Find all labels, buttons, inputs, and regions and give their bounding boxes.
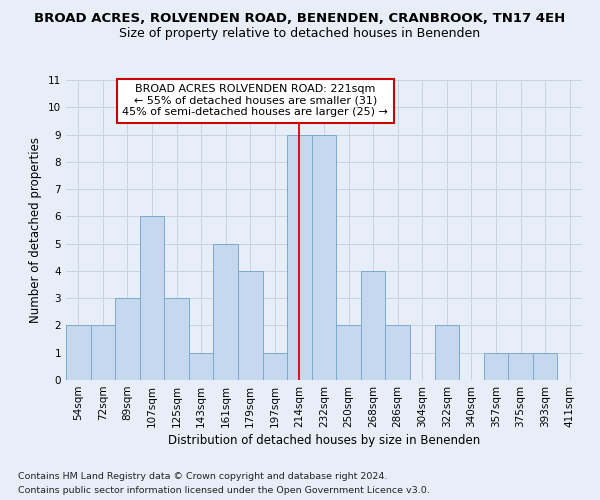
- Text: Contains public sector information licensed under the Open Government Licence v3: Contains public sector information licen…: [18, 486, 430, 495]
- Bar: [164, 298, 189, 380]
- Bar: [336, 326, 361, 380]
- Bar: [533, 352, 557, 380]
- Y-axis label: Number of detached properties: Number of detached properties: [29, 137, 43, 323]
- Text: BROAD ACRES ROLVENDEN ROAD: 221sqm
← 55% of detached houses are smaller (31)
45%: BROAD ACRES ROLVENDEN ROAD: 221sqm ← 55%…: [122, 84, 388, 117]
- Bar: [484, 352, 508, 380]
- Text: Contains HM Land Registry data © Crown copyright and database right 2024.: Contains HM Land Registry data © Crown c…: [18, 472, 388, 481]
- Bar: [508, 352, 533, 380]
- Bar: [214, 244, 238, 380]
- Bar: [91, 326, 115, 380]
- Bar: [140, 216, 164, 380]
- Bar: [361, 271, 385, 380]
- X-axis label: Distribution of detached houses by size in Benenden: Distribution of detached houses by size …: [168, 434, 480, 447]
- Bar: [189, 352, 214, 380]
- Bar: [238, 271, 263, 380]
- Bar: [263, 352, 287, 380]
- Bar: [287, 134, 312, 380]
- Bar: [312, 134, 336, 380]
- Bar: [385, 326, 410, 380]
- Bar: [115, 298, 140, 380]
- Text: Size of property relative to detached houses in Benenden: Size of property relative to detached ho…: [119, 28, 481, 40]
- Bar: [434, 326, 459, 380]
- Bar: [66, 326, 91, 380]
- Text: BROAD ACRES, ROLVENDEN ROAD, BENENDEN, CRANBROOK, TN17 4EH: BROAD ACRES, ROLVENDEN ROAD, BENENDEN, C…: [34, 12, 566, 26]
